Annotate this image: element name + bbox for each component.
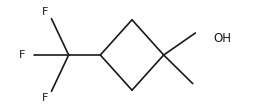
Text: OH: OH [214, 32, 232, 45]
Text: F: F [42, 93, 48, 103]
Text: F: F [19, 50, 26, 60]
Text: F: F [42, 7, 48, 17]
